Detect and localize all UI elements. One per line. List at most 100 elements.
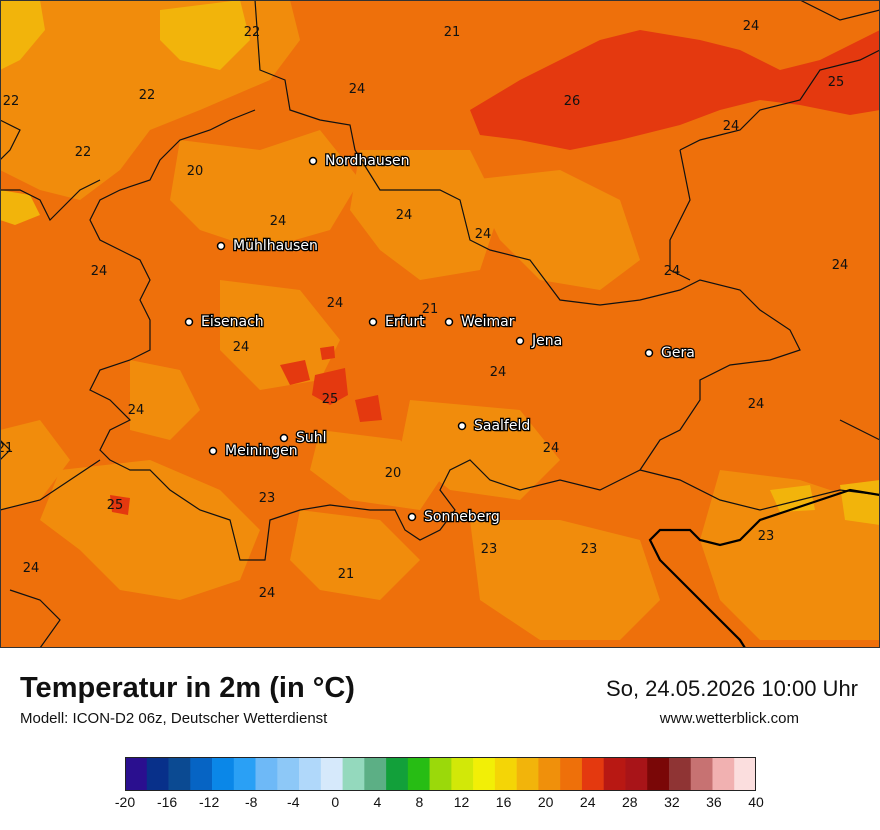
temp-value: 22	[244, 25, 261, 40]
model-info: Modell: ICON-D2 06z, Deutscher Wetterdie…	[20, 710, 328, 727]
color-scale	[125, 757, 756, 791]
admin-borders	[0, 0, 880, 648]
temp-value: 24	[664, 264, 681, 279]
temp-value: 25	[107, 498, 124, 513]
temp-value: 24	[327, 296, 344, 311]
scale-label: 4	[373, 794, 382, 810]
temp-value: 24	[91, 264, 108, 279]
temp-value: 23	[481, 542, 498, 557]
temp-value: 24	[349, 82, 366, 97]
city-jena[interactable]: Jena	[515, 332, 564, 350]
city-gera[interactable]: Gera	[644, 344, 696, 362]
city-label: Mühlhausen	[233, 238, 318, 254]
temp-value: 24	[23, 561, 40, 576]
scale-swatch	[625, 757, 648, 791]
city-muehlhausen[interactable]: Mühlhausen	[216, 237, 319, 255]
temp-value: 24	[128, 403, 145, 418]
scale-swatch	[364, 757, 387, 791]
temp-value: 25	[828, 75, 845, 90]
temp-value: 24	[475, 227, 492, 242]
city-label: Erfurt	[385, 314, 425, 330]
temp-value: 21	[422, 302, 439, 317]
scale-swatch	[168, 757, 191, 791]
scale-swatch	[277, 757, 300, 791]
temp-value: 25	[322, 392, 339, 407]
scale-swatch	[146, 757, 169, 791]
country-border	[648, 488, 880, 648]
temp-value: 24	[743, 19, 760, 34]
city-suhl[interactable]: Suhl	[279, 429, 328, 447]
temp-value: 24	[832, 258, 849, 273]
scale-label: 12	[453, 794, 470, 810]
scale-label: 8	[415, 794, 424, 810]
scale-swatch	[668, 757, 692, 791]
city-label: Nordhausen	[325, 153, 410, 169]
scale-swatch	[581, 757, 604, 791]
scale-label: 28	[622, 794, 638, 810]
scale-swatch	[190, 757, 213, 791]
temp-value: 20	[187, 164, 204, 179]
city-sonneberg[interactable]: Sonneberg	[407, 508, 501, 526]
scale-swatch	[494, 757, 517, 791]
scale-swatch	[212, 757, 235, 791]
scale-swatch	[603, 757, 626, 791]
scale-swatch	[255, 757, 278, 791]
scale-label: 20	[537, 794, 554, 810]
city-label: Jena	[531, 333, 562, 349]
scale-swatch	[734, 757, 756, 791]
city-erfurt[interactable]: Erfurt	[368, 313, 426, 331]
scale-swatch	[690, 757, 713, 791]
city-label: Sonneberg	[424, 509, 500, 525]
temp-value: 24	[259, 586, 276, 601]
temp-value: 24	[396, 208, 413, 223]
temp-value: 21	[444, 25, 461, 40]
city-label: Gera	[661, 345, 695, 361]
city-eisenach[interactable]: Eisenach	[184, 313, 265, 331]
temperature-map[interactable]: Nordhausen Mühlhausen Eisenach Erfurt We…	[0, 0, 880, 648]
website-link[interactable]: www.wetterblick.com	[659, 710, 799, 727]
city-saalfeld[interactable]: Saalfeld	[457, 417, 532, 435]
scale-swatch	[429, 757, 452, 791]
scale-swatch	[473, 757, 496, 791]
cities: Nordhausen Mühlhausen Eisenach Erfurt We…	[184, 152, 696, 526]
city-label: Saalfeld	[474, 418, 530, 434]
city-label: Suhl	[296, 430, 327, 446]
scale-label: -8	[244, 794, 258, 810]
scale-swatch	[386, 757, 409, 791]
temp-value: 24	[270, 214, 287, 229]
scale-swatch	[712, 757, 735, 791]
temp-value: 24	[543, 441, 560, 456]
temp-value: 24	[723, 119, 740, 134]
temp-value: 24	[748, 397, 765, 412]
temp-value: 22	[75, 145, 92, 160]
temp-value: 23	[581, 542, 598, 557]
scale-swatch	[125, 757, 148, 791]
temp-value: 22	[3, 94, 20, 109]
city-label: Eisenach	[201, 314, 264, 330]
city-weimar[interactable]: Weimar	[444, 313, 516, 331]
scale-swatch	[407, 757, 430, 791]
temperature-values: 22 21 24 22 24 22 26 25 22 20 24 24 24 2…	[0, 19, 848, 601]
city-nordhausen[interactable]: Nordhausen	[308, 152, 411, 170]
scale-label: 0	[331, 794, 340, 810]
scale-swatch	[233, 757, 256, 791]
scale-swatch	[647, 757, 670, 791]
scale-swatch	[299, 757, 322, 791]
city-meiningen[interactable]: Meiningen	[208, 442, 299, 460]
temp-value: 23	[259, 491, 276, 506]
temp-value: 22	[139, 88, 156, 103]
scale-label: -20	[114, 794, 136, 810]
scale-label: 40	[748, 794, 764, 810]
scale-label: -4	[287, 794, 300, 810]
temp-value: 26	[564, 94, 581, 109]
scale-swatch	[516, 757, 539, 791]
temp-value: 21	[0, 441, 13, 456]
temp-value: 23	[758, 529, 775, 544]
scale-swatch	[538, 757, 561, 791]
temp-value: 20	[385, 466, 402, 481]
scale-label: -16	[156, 794, 178, 810]
scale-swatch	[342, 757, 365, 791]
temp-value: 24	[490, 365, 507, 380]
scale-frame	[125, 757, 756, 791]
temp-value: 24	[233, 340, 250, 355]
